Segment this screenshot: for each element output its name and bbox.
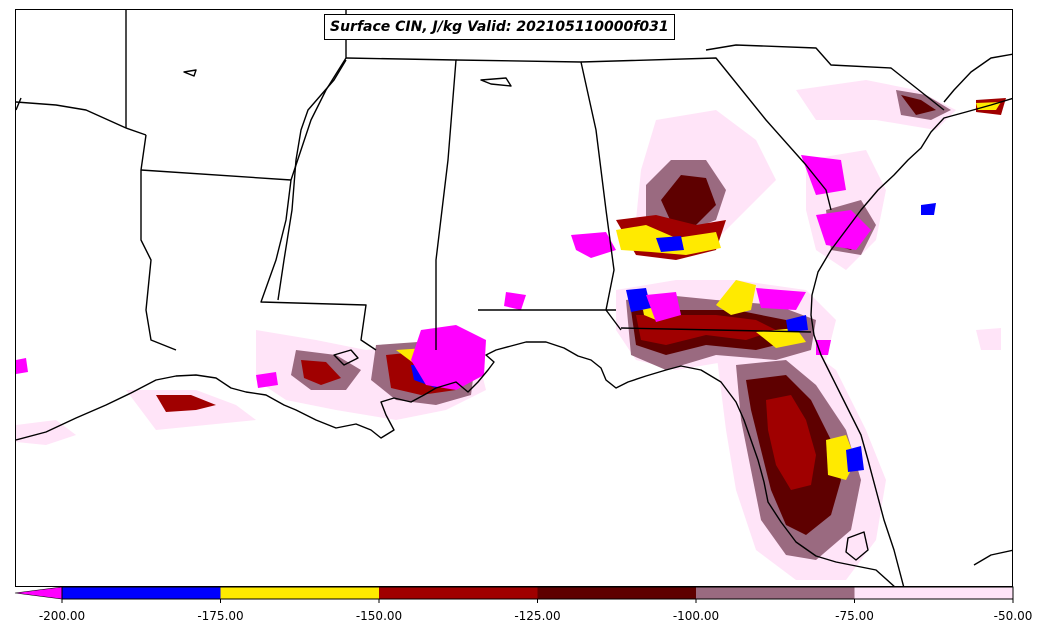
state-line-ga-fl	[620, 327, 812, 333]
state-line-tx-ok	[16, 101, 147, 136]
colorbar-bin	[696, 587, 855, 599]
colorbar-tick-label: -100.00	[672, 609, 720, 623]
gulf-coastline	[16, 341, 895, 586]
state-line-ga-sc	[580, 57, 832, 211]
colorbar-tick-label: -175.00	[197, 609, 244, 623]
state-line-ar-ms	[290, 10, 347, 181]
small-lake-ar	[183, 69, 197, 77]
colorbar-bin	[62, 587, 221, 599]
state-line-ar-la	[140, 169, 292, 181]
colorbar-tick-label: -200.00	[38, 609, 86, 623]
colorbar-under-arrow	[14, 586, 63, 600]
lake-pontchartrain	[333, 349, 359, 366]
colorbar-bin	[379, 587, 538, 599]
colorbar-bin	[854, 587, 1013, 599]
state-line-ms-al	[345, 57, 457, 350]
cin-red-areas	[156, 98, 1006, 490]
colorbar-tick-label: -150.00	[355, 609, 403, 623]
colorbar-tick-label: -125.00	[514, 609, 561, 623]
colorbar-bin	[220, 587, 379, 599]
state-line-la-ms	[260, 179, 377, 351]
colorbar-bin	[537, 587, 696, 599]
state-line-ar-la-west	[140, 134, 177, 351]
cin-fields	[16, 80, 1006, 580]
mississippi-river	[277, 59, 347, 301]
lake-okeechobee	[845, 531, 869, 561]
small-lake-ms	[480, 77, 512, 87]
map-canvas	[16, 10, 1012, 586]
map-title: Surface CIN, J/kg Valid: 202105110000f03…	[324, 14, 675, 40]
boundaries	[16, 10, 1012, 586]
state-line-al-ga	[455, 59, 622, 331]
colorbar-tick-label: -50.00	[993, 609, 1033, 623]
colorbar-ticks	[61, 599, 1014, 603]
colorbar-bins	[62, 587, 1013, 599]
state-line-sc-nc	[705, 44, 945, 111]
colorbar	[14, 586, 1014, 603]
colorbar-tick-label: -75.00	[835, 609, 874, 623]
cin-magenta-areas	[16, 155, 871, 390]
map-panel	[15, 9, 1013, 587]
atlantic-coastline	[810, 97, 1012, 586]
